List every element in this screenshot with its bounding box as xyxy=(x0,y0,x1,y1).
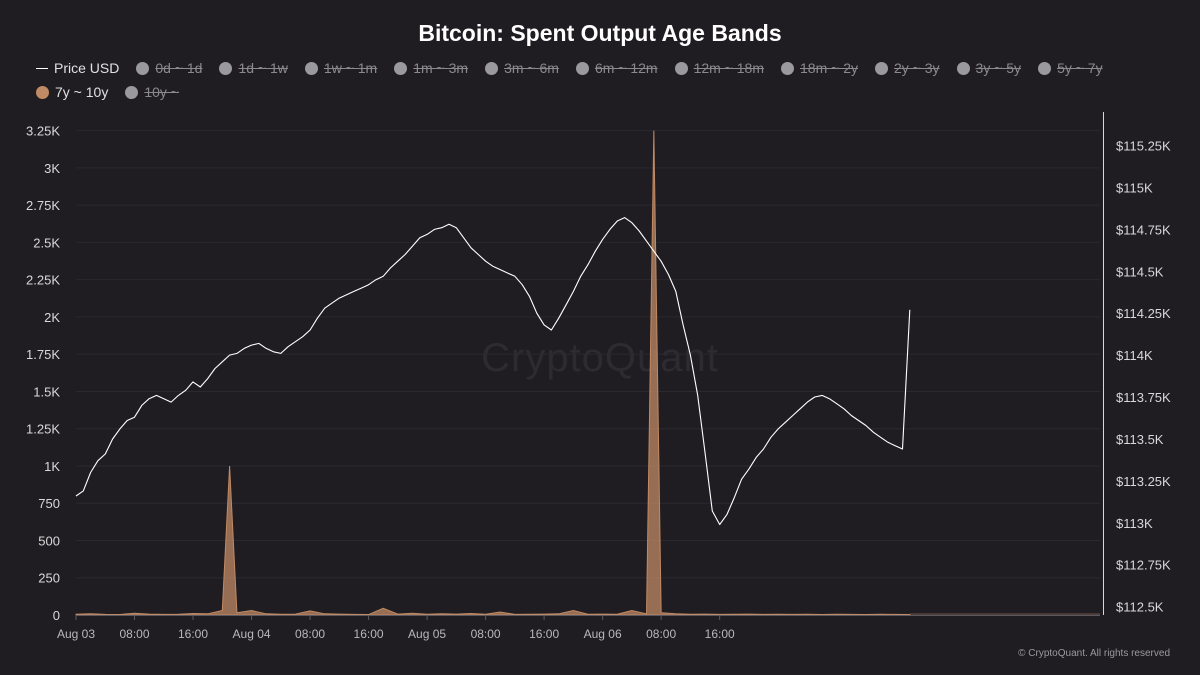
x-tick-label: Aug 03 xyxy=(57,627,95,641)
legend-label: 2y ~ 3y xyxy=(894,60,940,76)
x-tick-label: 16:00 xyxy=(178,627,208,641)
legend-dot-marker xyxy=(125,85,139,99)
legend-item-5[interactable]: 3m ~ 6m xyxy=(485,58,559,78)
x-tick-label: 16:00 xyxy=(705,627,735,641)
legend-dot-marker xyxy=(485,61,499,75)
y-right-tick-label: $113.75K xyxy=(1116,390,1171,405)
legend-item-10[interactable]: 3y ~ 5y xyxy=(956,58,1022,78)
series-7y-10y-area xyxy=(75,130,1100,616)
chart-legend: Price USD 0d ~ 1d 1d ~ 1w 1w ~ 1m 1m ~ 3m 3m … xyxy=(36,58,1176,102)
y-left-tick-label: 2K xyxy=(44,310,60,325)
legend-dot-marker xyxy=(219,61,233,75)
series-price-line xyxy=(75,217,911,526)
legend-label: 7y ~ 10y xyxy=(55,84,109,100)
y-right-tick-label: $114.25K xyxy=(1116,306,1171,321)
y-left-tick-label: 1K xyxy=(44,459,60,474)
legend-label: 0d ~ 1d xyxy=(155,60,203,76)
y-left-tick-label: 0 xyxy=(53,608,60,623)
legend-item-3[interactable]: 1w ~ 1m xyxy=(304,58,378,78)
legend-label: 1d ~ 1w xyxy=(238,60,288,76)
legend-dot-marker xyxy=(1038,61,1052,75)
legend-dot-marker xyxy=(136,61,150,75)
chart-axes xyxy=(75,112,1104,620)
x-tick-label: 08:00 xyxy=(646,627,676,641)
legend-label: 5y ~ 7y xyxy=(1057,60,1103,76)
area-7y-10y xyxy=(75,130,911,616)
x-tick-label: 08:00 xyxy=(295,627,325,641)
legend-item-6[interactable]: 6m ~ 12m xyxy=(575,58,658,78)
y-left-tick-label: 250 xyxy=(38,571,60,586)
legend-item-8[interactable]: 18m ~ 2y xyxy=(781,58,858,78)
legend-item-7[interactable]: 12m ~ 18m xyxy=(674,58,765,78)
x-tick-label: 16:00 xyxy=(529,627,559,641)
y-right-tick-label: $113.25K xyxy=(1116,474,1171,489)
legend-line-marker xyxy=(36,67,48,69)
y-left-tick-label: 3K xyxy=(44,161,60,176)
legend-label: 3y ~ 5y xyxy=(975,60,1022,76)
copyright-notice: © CryptoQuant. All rights reserved xyxy=(1018,648,1170,659)
legend-label: 3m ~ 6m xyxy=(504,60,559,76)
legend-label: 18m ~ 2y xyxy=(800,60,858,76)
legend-label: 6m ~ 12m xyxy=(594,60,658,76)
price-usd-line xyxy=(75,217,911,526)
x-tick-label: 08:00 xyxy=(471,627,501,641)
y-right-tick-label: $114.75K xyxy=(1116,222,1171,237)
y-right-tick-label: $114K xyxy=(1116,348,1153,363)
y-right-tick-label: $112.75K xyxy=(1116,558,1171,573)
x-tick-label: 16:00 xyxy=(354,627,384,641)
legend-item-13[interactable]: 10y ~ xyxy=(125,82,179,102)
legend-dot-marker xyxy=(875,61,888,75)
y-left-tick-label: 2.25K xyxy=(26,273,60,288)
y-right-tick-label: $114.5K xyxy=(1116,264,1164,279)
y-left-tick-label: 1.5K xyxy=(33,384,60,399)
y-right-tick-label: $113.5K xyxy=(1116,432,1164,447)
x-tick-label: Aug 05 xyxy=(408,627,446,641)
legend-item-11[interactable]: 5y ~ 7y xyxy=(1038,58,1103,78)
y-right-tick-label: $113K xyxy=(1116,516,1153,531)
legend-dot-marker xyxy=(956,61,970,75)
y-left-tick-label: 500 xyxy=(38,533,60,548)
legend-dot-marker xyxy=(575,61,589,75)
legend-dot-marker xyxy=(781,61,795,75)
y-left-tick-label: 3.25K xyxy=(26,124,60,139)
legend-item-4[interactable]: 1m ~ 3m xyxy=(394,58,468,78)
legend-label: Price USD xyxy=(54,60,120,76)
legend-dot-marker xyxy=(394,61,408,75)
legend-item-0[interactable]: Price USD xyxy=(36,58,119,78)
y-left-tick-label: 1.75K xyxy=(26,347,60,362)
legend-item-9[interactable]: 2y ~ 3y xyxy=(875,58,940,78)
legend-label: 1m ~ 3m xyxy=(413,60,469,76)
y-left-tick-label: 2.5K xyxy=(33,235,60,250)
y-right-tick-labels: $112.5K $112.75K $113K $113.25K $113.5K $113.… xyxy=(1116,139,1171,615)
y-right-tick-label: $115.25K xyxy=(1116,139,1171,154)
legend-dot-marker xyxy=(674,61,688,75)
x-tick-label: Aug 04 xyxy=(233,627,271,641)
y-right-tick-label: $112.5K xyxy=(1116,600,1164,615)
legend-label: 1w ~ 1m xyxy=(323,60,378,76)
legend-dot-marker xyxy=(304,61,318,75)
chart-title: Bitcoin: Spent Output Age Bands xyxy=(418,20,782,46)
legend-dot-marker xyxy=(36,85,49,99)
legend-item-2[interactable]: 1d ~ 1w xyxy=(219,58,288,78)
y-left-tick-label: 750 xyxy=(38,496,60,511)
y-left-tick-label: 1.25K xyxy=(26,422,60,437)
legend-item-1[interactable]: 0d ~ 1d xyxy=(136,58,202,78)
x-tick-label: Aug 06 xyxy=(584,627,622,641)
legend-item-12[interactable]: 7y ~ 10y xyxy=(36,82,108,102)
legend-label: 10y ~ xyxy=(144,84,179,100)
y-right-tick-label: $115K xyxy=(1116,180,1153,195)
x-tick-labels: Aug 03 08:00 16:00 Aug 04 08:00 16:00 Aug 05 08… xyxy=(57,627,735,641)
y-left-tick-labels: 0 250 500 750 1K 1.25K 1.5K 1.75K 2K 2.25K 2.5K 2.7… xyxy=(26,124,60,623)
y-left-tick-label: 2.75K xyxy=(26,198,60,213)
legend-label: 12m ~ 18m xyxy=(693,60,765,76)
x-tick-label: 08:00 xyxy=(119,627,149,641)
